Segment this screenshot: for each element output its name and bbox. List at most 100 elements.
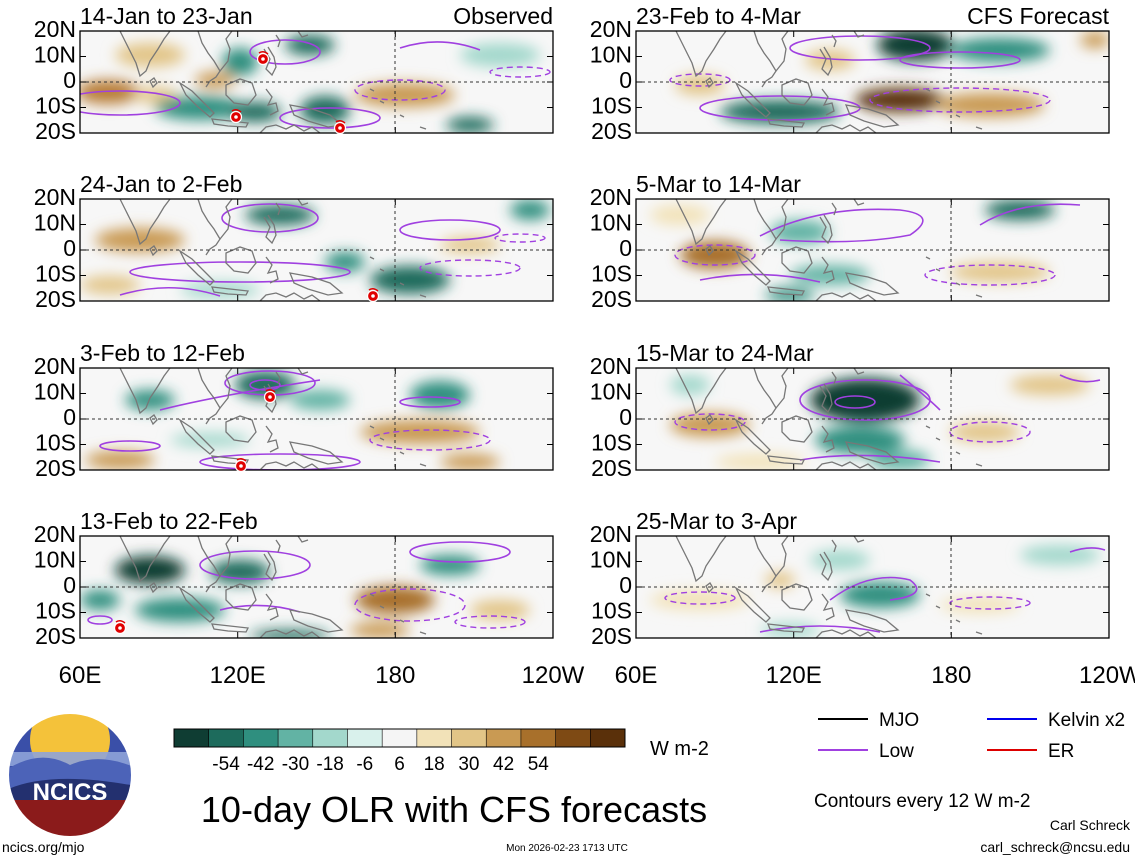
- colorbar-tick-label: -42: [247, 754, 274, 775]
- panel-fc1: [636, 31, 1109, 133]
- colorbar-tick-label: -54: [212, 754, 240, 775]
- colorbar-swatch: [416, 729, 453, 747]
- lat-tick-label: 10N: [590, 379, 632, 405]
- colorbar-swatch: [243, 729, 279, 747]
- lat-tick-label: 10S: [591, 598, 632, 624]
- lat-tick-label: 20S: [591, 118, 632, 144]
- colorbar-swatch: [451, 729, 487, 747]
- lat-tick-label: 10N: [34, 547, 76, 573]
- lat-tick-label: 10N: [590, 210, 632, 236]
- tropical-storm-icon: [229, 108, 243, 124]
- colorbar-tick-label: 54: [528, 754, 550, 775]
- tropical-storm-icon: [113, 619, 127, 635]
- lat-tick-label: 0: [619, 404, 632, 430]
- tropical-storm-icon: [263, 388, 277, 404]
- lat-tick-label: 0: [619, 572, 632, 598]
- legend-label: Kelvin x2: [1048, 710, 1125, 731]
- lat-tick-label: 0: [63, 572, 76, 598]
- lat-tick-label: 20S: [35, 118, 76, 144]
- lon-tick-label-left: 120W: [522, 662, 585, 689]
- footer-email: carl_schreck@ncsu.edu: [980, 839, 1130, 855]
- lat-tick-label: 20S: [591, 286, 632, 312]
- lat-tick-label: 20N: [590, 353, 632, 379]
- lat-tick-label: 20N: [590, 16, 632, 42]
- legend-label: MJO: [879, 710, 919, 731]
- lat-tick-label: 10S: [35, 93, 76, 119]
- lat-tick-label: 0: [619, 67, 632, 93]
- tropical-storm-icon: [333, 119, 347, 135]
- lat-tick-label: 20N: [34, 353, 76, 379]
- ncics-logo: NCICS: [7, 712, 133, 838]
- colorbar-units: W m-2: [650, 738, 709, 760]
- lat-tick-label: 0: [619, 235, 632, 261]
- footer-url: ncics.org/mjo: [2, 839, 85, 855]
- lat-tick-label: 20S: [35, 455, 76, 481]
- footer-timestamp: Mon 2026-02-23 1713 UTC: [506, 843, 628, 854]
- colorbar-swatch: [208, 729, 244, 747]
- lat-tick-label: 10S: [591, 430, 632, 456]
- observed-label: Observed: [453, 3, 553, 29]
- lon-tick-label-left: 180: [375, 662, 415, 689]
- panel-title: 5-Mar to 14-Mar: [636, 171, 801, 197]
- panel-title: 23-Feb to 4-Mar: [636, 3, 801, 29]
- lat-tick-label: 10N: [34, 210, 76, 236]
- lon-tick-label-right: 60E: [615, 662, 658, 689]
- lon-tick-label-right: 120W: [1079, 662, 1135, 689]
- lat-tick-label: 0: [63, 235, 76, 261]
- lat-tick-label: 20N: [590, 521, 632, 547]
- colorbar-tick-label: 30: [458, 754, 479, 775]
- lat-tick-label: 20N: [590, 184, 632, 210]
- lat-tick-label: 10S: [35, 430, 76, 456]
- lat-tick-label: 20S: [35, 623, 76, 649]
- colorbar-swatch: [278, 729, 314, 747]
- lat-tick-label: 20S: [591, 623, 632, 649]
- lat-tick-label: 10N: [34, 42, 76, 68]
- lat-tick-label: 10S: [591, 93, 632, 119]
- lon-tick-label-left: 120E: [210, 662, 266, 689]
- colorbar-tick-label: -6: [356, 754, 373, 775]
- lat-tick-label: 10S: [35, 598, 76, 624]
- panel-obs1: [80, 31, 553, 133]
- tropical-storm-icon: [234, 457, 248, 473]
- logo-text: NCICS: [33, 779, 108, 806]
- lat-tick-label: 0: [63, 404, 76, 430]
- lat-tick-label: 20N: [34, 16, 76, 42]
- panel-title: 14-Jan to 23-Jan: [80, 3, 253, 29]
- lat-tick-label: 20S: [591, 455, 632, 481]
- colorbar-swatch: [382, 729, 418, 747]
- legend-label: Low: [879, 741, 914, 762]
- panel-title: 15-Mar to 24-Mar: [636, 340, 814, 366]
- panel-title: 25-Mar to 3-Apr: [636, 508, 797, 534]
- lon-tick-label-left: 60E: [59, 662, 102, 689]
- panel-title: 3-Feb to 12-Feb: [80, 340, 245, 366]
- lat-tick-label: 0: [63, 67, 76, 93]
- lat-tick-label: 20S: [35, 286, 76, 312]
- colorbar-swatch: [555, 729, 591, 747]
- footer-author: Carl Schreck: [1050, 817, 1131, 833]
- colorbar-swatch: [590, 729, 626, 747]
- lon-tick-label-right: 180: [931, 662, 971, 689]
- main-title: 10-day OLR with CFS forecasts: [201, 789, 707, 830]
- colorbar-tick-label: -18: [316, 754, 343, 775]
- colorbar: [173, 728, 626, 748]
- forecast-label: CFS Forecast: [967, 3, 1109, 29]
- tropical-storm-icon: [256, 50, 270, 66]
- lat-tick-label: 10N: [590, 547, 632, 573]
- lat-tick-label: 20N: [34, 521, 76, 547]
- lat-tick-label: 20N: [34, 184, 76, 210]
- colorbar-tick-label: 18: [424, 754, 445, 775]
- lon-tick-label-right: 120E: [766, 662, 822, 689]
- lat-tick-label: 10N: [34, 379, 76, 405]
- panel-title: 24-Jan to 2-Feb: [80, 171, 242, 197]
- colorbar-tick-label: 6: [394, 754, 405, 775]
- colorbar-tick-label: -30: [282, 754, 309, 775]
- tropical-storm-icon: [366, 287, 380, 303]
